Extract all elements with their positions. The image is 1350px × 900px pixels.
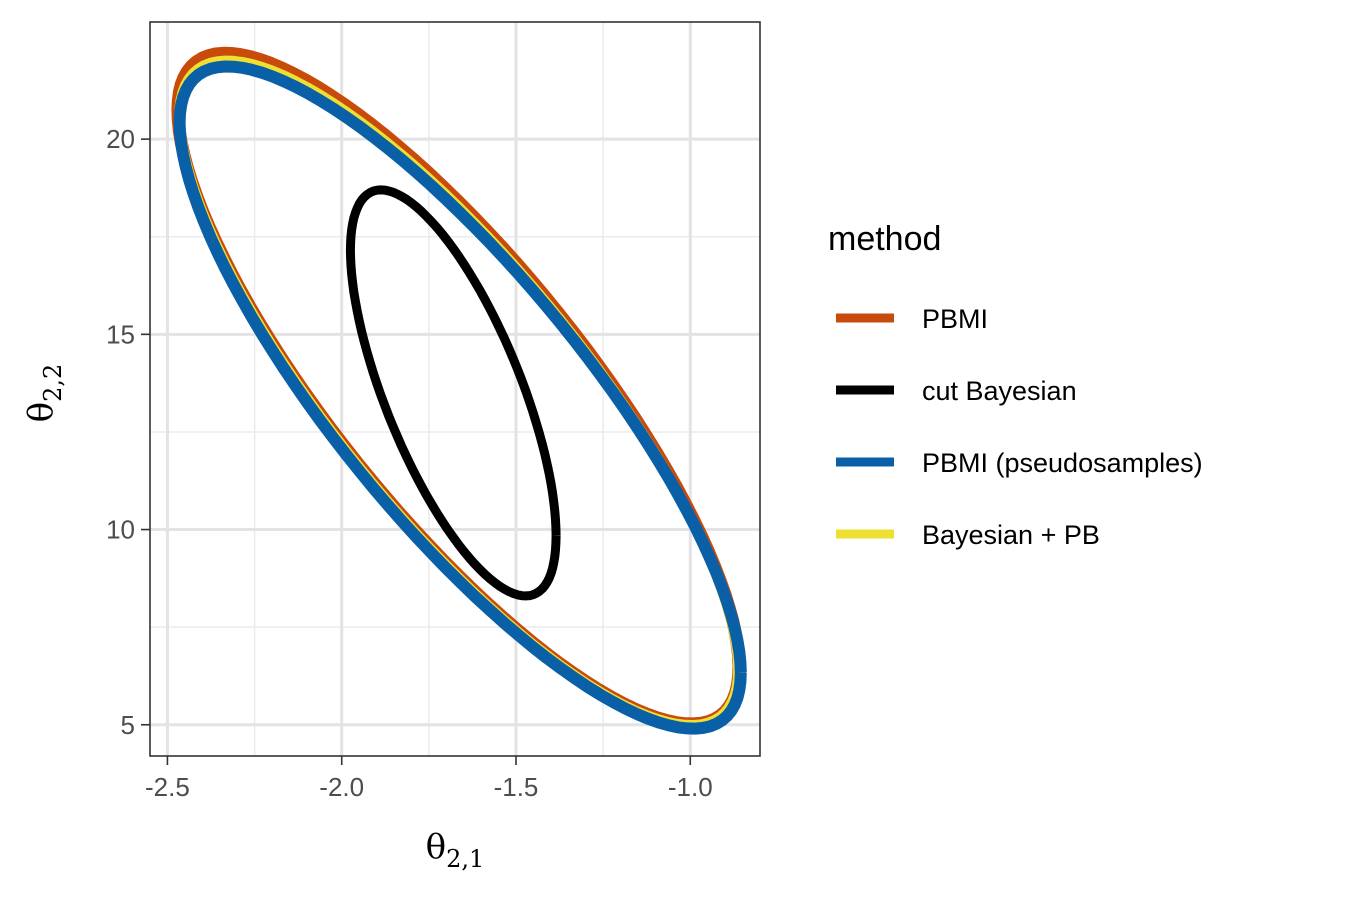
y-tick-label: 5 (121, 710, 135, 740)
legend-title: method (828, 220, 941, 258)
series-line-cut-bayesian (345, 185, 561, 601)
x-axis-title: θ2,1 (426, 827, 485, 873)
y-axis-title: θ2,2 (21, 364, 67, 423)
y-axis-title-base: θ (21, 402, 61, 422)
y-axis-ticks: 5 10 15 20 (106, 124, 150, 740)
x-tick-label: -2.0 (319, 772, 364, 802)
x-tick-label: -1.5 (494, 772, 539, 802)
panel-border (149, 21, 761, 757)
series-layer (171, 46, 747, 735)
series-line-pbmi (171, 46, 746, 731)
x-axis-title-sub: 2,1 (446, 845, 484, 873)
y-tick-label: 15 (106, 319, 135, 349)
legend-label: cut Bayesian (922, 376, 1077, 406)
series-line-bayesian-pb (174, 55, 745, 731)
x-axis-ticks: -2.5 -2.0 -1.5 -1.0 (145, 756, 713, 802)
legend: method PBMI cut Bayesian PBMI (pseudosampl… (828, 220, 1203, 550)
grid-minor (150, 22, 760, 756)
legend-label: Bayesian + PB (922, 520, 1100, 550)
series-line-pbmi-pseudosamples (173, 60, 747, 735)
y-tick-label: 20 (106, 124, 135, 154)
y-tick-label: 10 (106, 515, 135, 545)
x-tick-label: -1.0 (668, 772, 713, 802)
legend-label: PBMI (pseudosamples) (922, 448, 1203, 478)
y-axis-title-sub: 2,2 (39, 364, 67, 402)
x-axis-title-base: θ (426, 827, 446, 867)
x-tick-label: -2.5 (145, 772, 190, 802)
legend-label: PBMI (922, 304, 988, 334)
grid-major (150, 22, 760, 756)
